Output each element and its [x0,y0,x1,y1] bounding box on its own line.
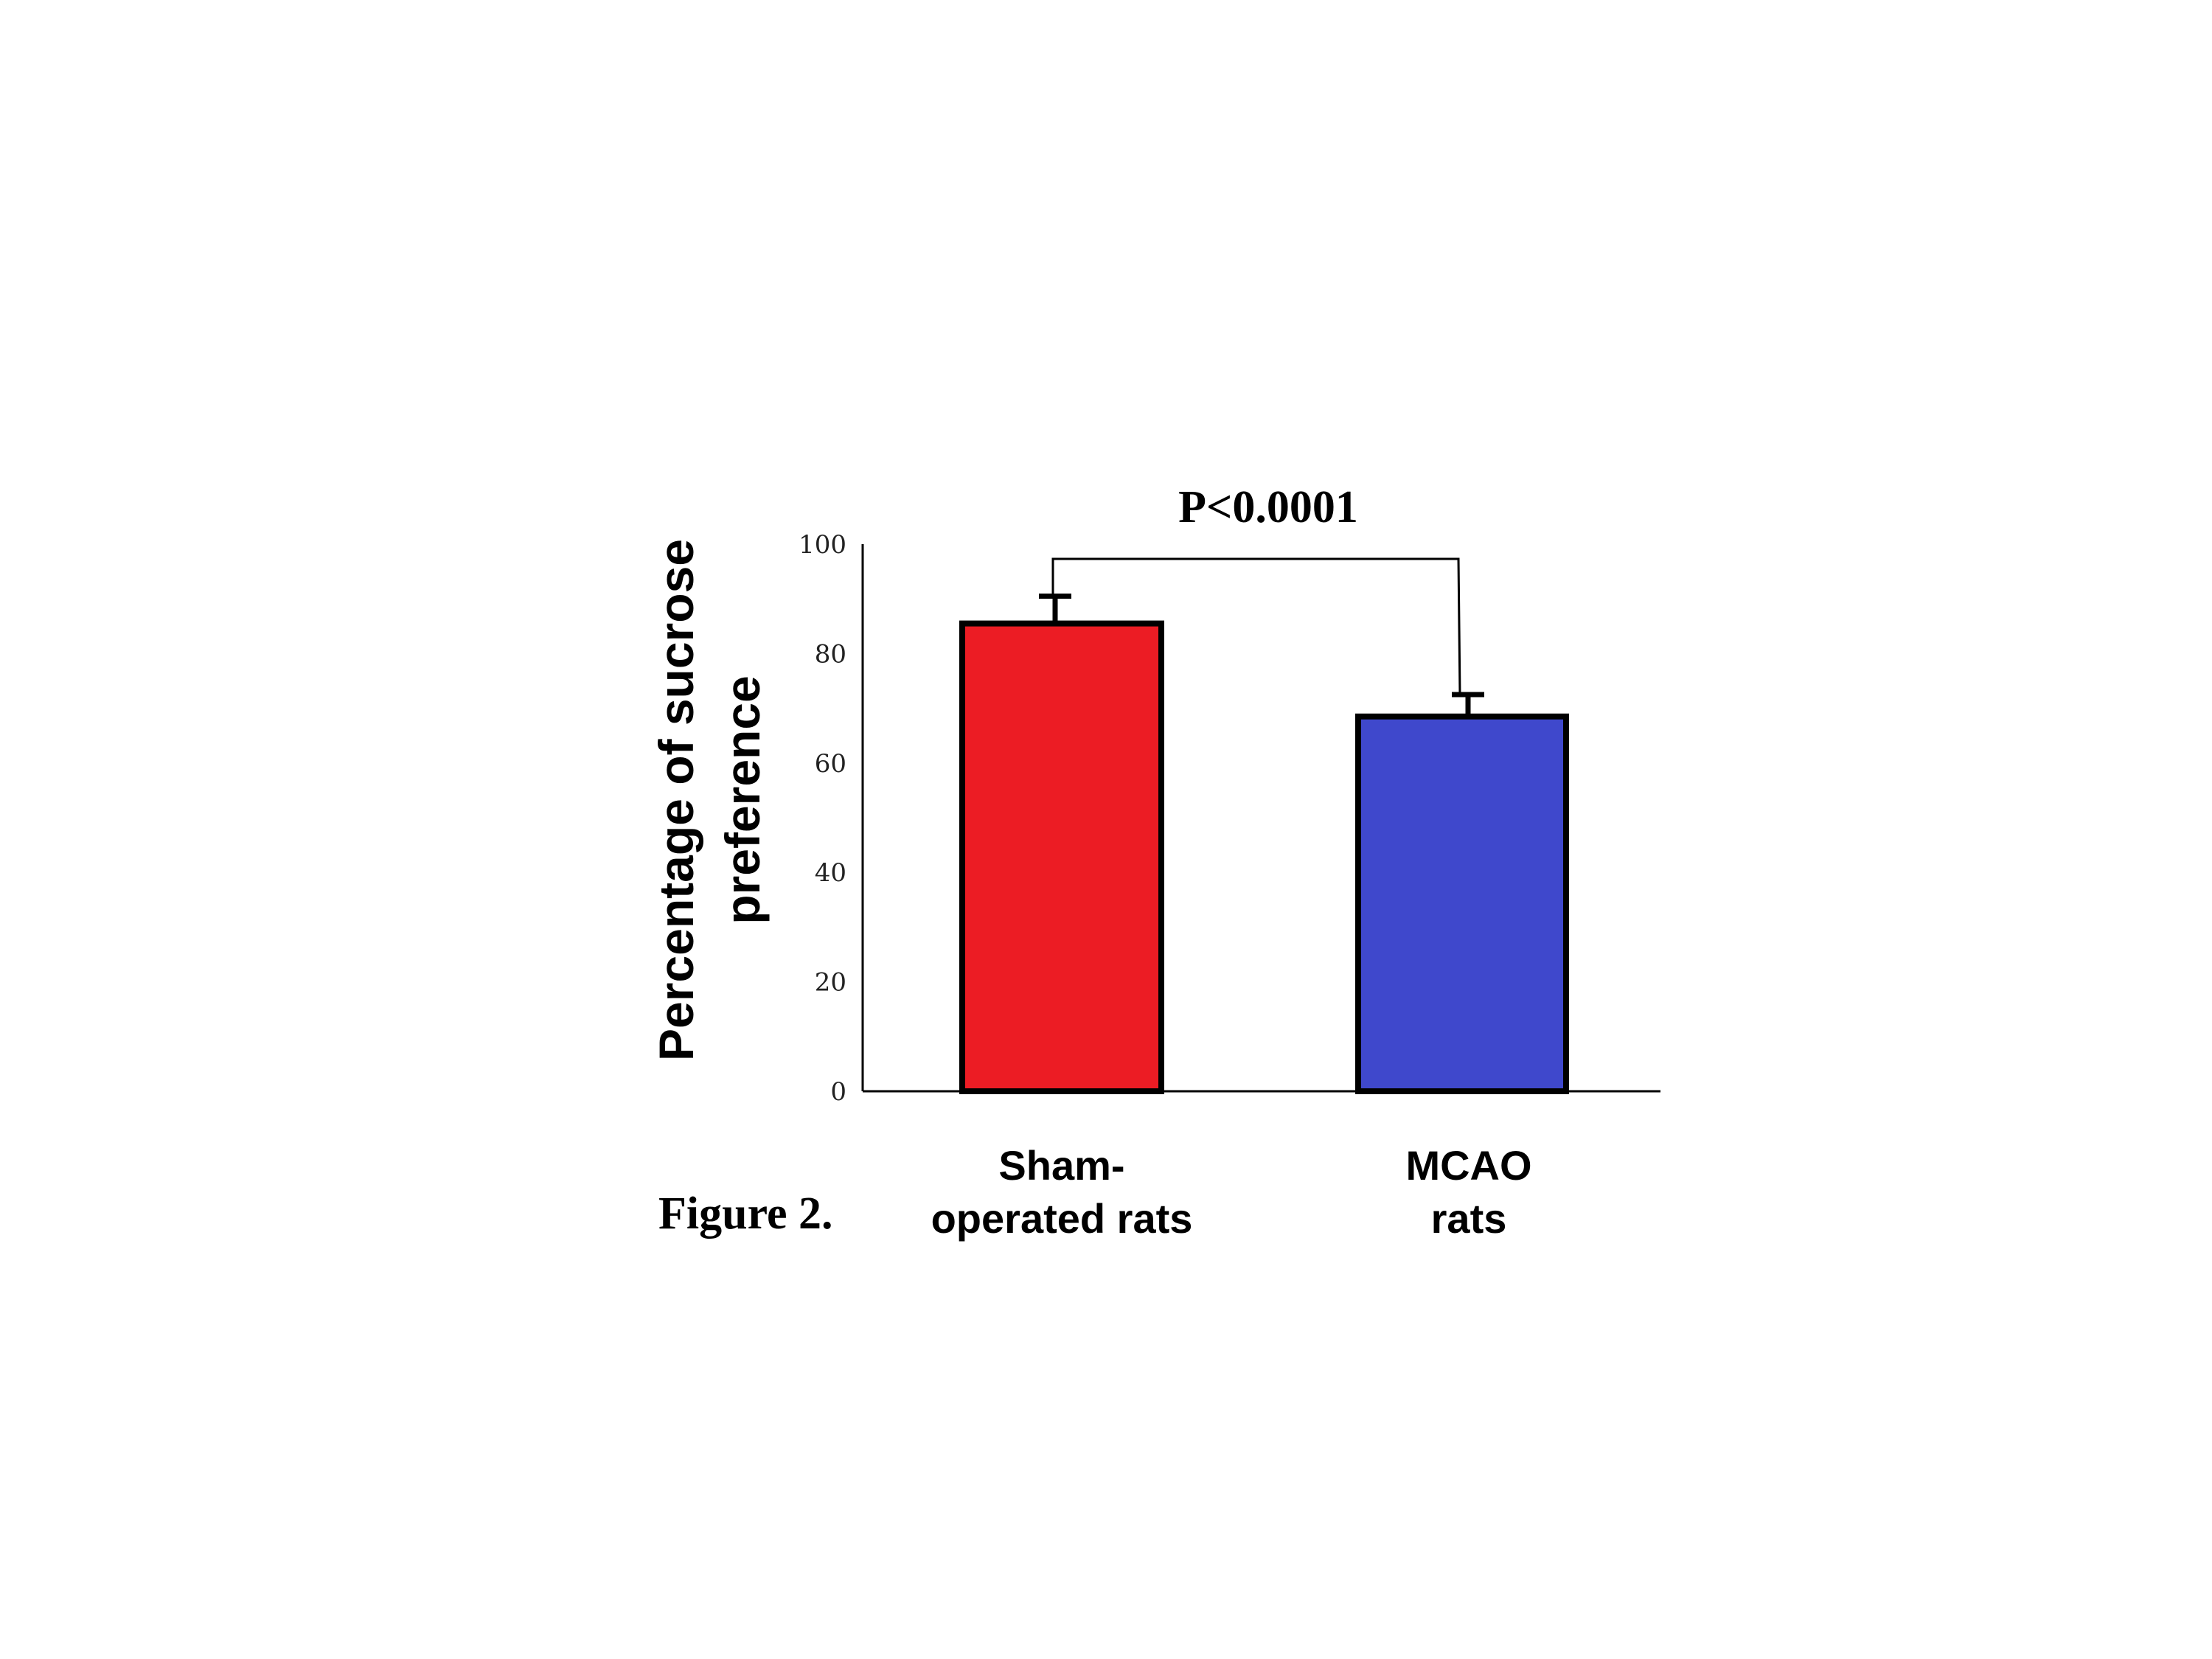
category-labels: Sham-operated rats MCAO rats [931,1142,1532,1242]
y-tick-label-100: 100 [799,530,846,560]
y-tick-labels: 0 20 40 60 80 100 [799,530,846,1107]
figure-caption: Figure 2. [658,1189,833,1239]
category-label-1-line-2: rats [1431,1195,1507,1242]
y-tick-label-20: 20 [815,968,846,998]
category-label-1-line-1: MCAO [1405,1142,1531,1189]
significance-label: P<0.0001 [1178,482,1358,532]
significance-bracket [1051,557,1461,695]
bracket-line [1051,557,1461,695]
y-axis-label-line-1: Percentage of sucrose [649,539,703,1061]
bar-1 [1355,713,1569,1094]
y-tick-label-80: 80 [815,639,846,669]
y-tick-label-60: 60 [815,749,846,779]
y-axis-label-line-2: preference [715,675,770,925]
y-axis-label: Percentage of sucrose preference [649,539,770,1061]
y-tick-label-0: 0 [830,1077,846,1107]
bar-0 [959,620,1164,1094]
error-bars [1039,593,1484,717]
y-tick-label-40: 40 [815,858,846,888]
category-label-0-line-1: Sham- [998,1142,1124,1189]
bars [959,620,1569,1094]
category-label-0-line-2: operated rats [931,1195,1193,1242]
